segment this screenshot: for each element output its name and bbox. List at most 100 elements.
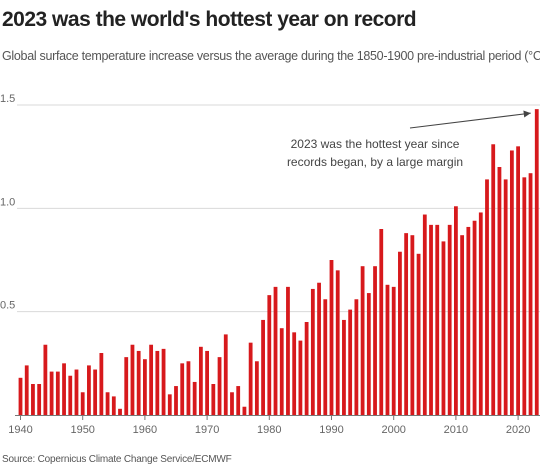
- bar: [37, 384, 42, 415]
- bar: [236, 386, 241, 415]
- annotation-arrow: [409, 112, 531, 129]
- bar: [454, 206, 458, 415]
- bar: [429, 224, 433, 415]
- bar: [310, 288, 315, 415]
- bar: [404, 233, 409, 415]
- bar: [286, 286, 290, 415]
- bar: [304, 322, 309, 415]
- bar: [49, 371, 54, 415]
- bar: [317, 282, 321, 415]
- bar: [385, 284, 390, 415]
- bar: [118, 408, 122, 415]
- x-tick-label: 1960: [133, 424, 157, 436]
- bar: [466, 226, 471, 415]
- bar: [31, 384, 35, 415]
- x-tick-label: 2000: [381, 424, 405, 436]
- bar: [335, 270, 340, 415]
- bar: [93, 369, 98, 415]
- bar: [503, 179, 508, 415]
- bar: [379, 229, 384, 415]
- bar: [55, 371, 60, 415]
- bar: [87, 365, 91, 415]
- bar: [192, 381, 197, 415]
- bar: [460, 235, 465, 415]
- bar-chart: 0.5 1.0 1.5 1940 1950 1960 1970 1980 1990 2000 20…: [0, 93, 540, 436]
- bar: [18, 377, 23, 415]
- bar: [198, 346, 203, 415]
- x-tick-label: 1940: [8, 424, 32, 436]
- bar: [105, 392, 110, 415]
- annotation-text: records began, by a large margin: [287, 155, 463, 169]
- bar: [398, 251, 402, 415]
- bar: [410, 235, 415, 415]
- bar: [485, 179, 489, 415]
- bar: [254, 361, 259, 415]
- bar: [111, 396, 116, 415]
- y-tick-label: 1.5: [0, 93, 15, 105]
- bar: [298, 340, 303, 415]
- x-tick-label: 1980: [257, 424, 281, 436]
- bar: [68, 375, 73, 415]
- x-tick-label: 1950: [70, 424, 94, 436]
- bar: [366, 293, 371, 415]
- bar: [348, 309, 353, 415]
- bar: [186, 361, 191, 415]
- bar: [522, 177, 527, 415]
- bar: [230, 392, 234, 415]
- bar: [509, 150, 514, 415]
- bar: [223, 334, 228, 415]
- bar: [217, 357, 222, 415]
- bar: [99, 353, 104, 415]
- bar: [516, 146, 520, 415]
- bar: [273, 286, 278, 415]
- bar: [261, 319, 265, 415]
- bar: [149, 344, 154, 415]
- bar: [354, 299, 359, 415]
- bar: [534, 109, 539, 415]
- bar: [80, 392, 85, 415]
- bar: [143, 359, 147, 415]
- bar: [167, 394, 172, 415]
- bar: [472, 220, 477, 415]
- chart-title: 2023 was the world's hottest year on rec…: [2, 8, 417, 31]
- bar: [248, 342, 253, 415]
- bar: [416, 253, 421, 415]
- bar: [205, 350, 209, 415]
- bar: [441, 241, 446, 415]
- bar: [329, 260, 334, 415]
- bar: [478, 212, 483, 415]
- bar: [130, 344, 135, 415]
- bar: [155, 350, 160, 415]
- bar: [62, 363, 66, 415]
- y-tick-label: 1.0: [0, 196, 15, 208]
- bar: [161, 348, 166, 415]
- bar: [242, 406, 247, 415]
- bar: [342, 319, 346, 415]
- bar: [174, 386, 178, 415]
- bar: [24, 365, 29, 415]
- x-tick-label: 1990: [319, 424, 343, 436]
- bar: [279, 328, 284, 415]
- source-note: Source: Copernicus Climate Change Servic…: [2, 454, 232, 465]
- bar: [124, 357, 129, 415]
- bar: [422, 214, 427, 415]
- bar: [323, 299, 328, 415]
- annotation-text: 2023 was the hottest year since: [291, 137, 460, 151]
- bar: [292, 332, 297, 415]
- bar: [211, 384, 216, 415]
- bar: [360, 266, 365, 415]
- bar: [180, 363, 185, 415]
- annotation-arrowhead: [523, 110, 531, 118]
- bar: [528, 173, 533, 415]
- x-tick-label: 2010: [444, 424, 468, 436]
- bar: [373, 266, 377, 415]
- bar: [435, 224, 440, 415]
- bar: [43, 344, 48, 415]
- bar: [447, 224, 452, 415]
- bar: [74, 369, 79, 415]
- bar: [491, 144, 496, 415]
- chart-subtitle: Global surface temperature increase vers…: [2, 49, 540, 63]
- x-tick-label: 2020: [506, 424, 530, 436]
- x-tick-label: 1970: [195, 424, 219, 436]
- y-tick-label: 0.5: [0, 300, 15, 312]
